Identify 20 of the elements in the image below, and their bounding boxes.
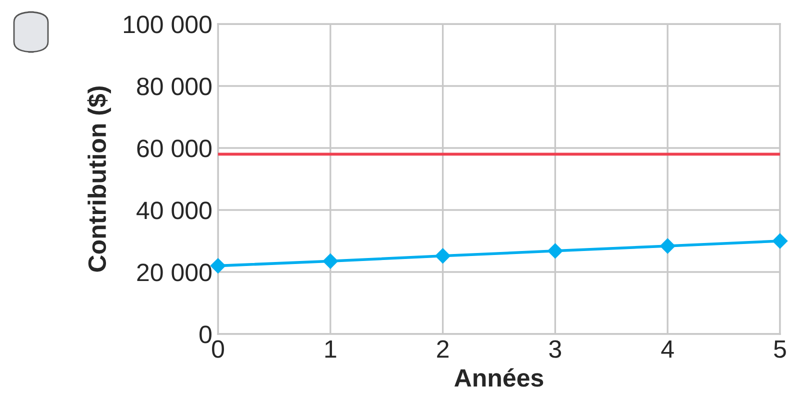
y-tick-label: 100 000 bbox=[124, 16, 212, 34]
point bbox=[660, 238, 676, 254]
point bbox=[772, 233, 788, 249]
y-tick-label: 80 000 bbox=[137, 78, 212, 96]
y-tick-label: 0 bbox=[200, 326, 212, 344]
x-tick-label: 3 bbox=[549, 340, 562, 358]
point bbox=[434, 248, 451, 264]
point bbox=[210, 258, 226, 274]
y-tick-label: 60 000 bbox=[137, 140, 212, 158]
x-tick-label: 1 bbox=[325, 340, 336, 358]
x-tick-label: 5 bbox=[774, 340, 786, 358]
point bbox=[547, 243, 564, 259]
y-tick-label: 40 000 bbox=[136, 202, 212, 220]
y-tick-label: 20 000 bbox=[137, 264, 212, 282]
point bbox=[322, 253, 338, 270]
x-axis-title: Années bbox=[454, 368, 544, 387]
x-tick-label: 4 bbox=[661, 340, 674, 358]
x-tick-label: 0 bbox=[212, 340, 224, 358]
x-tick-label: 2 bbox=[437, 340, 448, 358]
y-axis-title: Contribution ($) bbox=[87, 86, 111, 272]
